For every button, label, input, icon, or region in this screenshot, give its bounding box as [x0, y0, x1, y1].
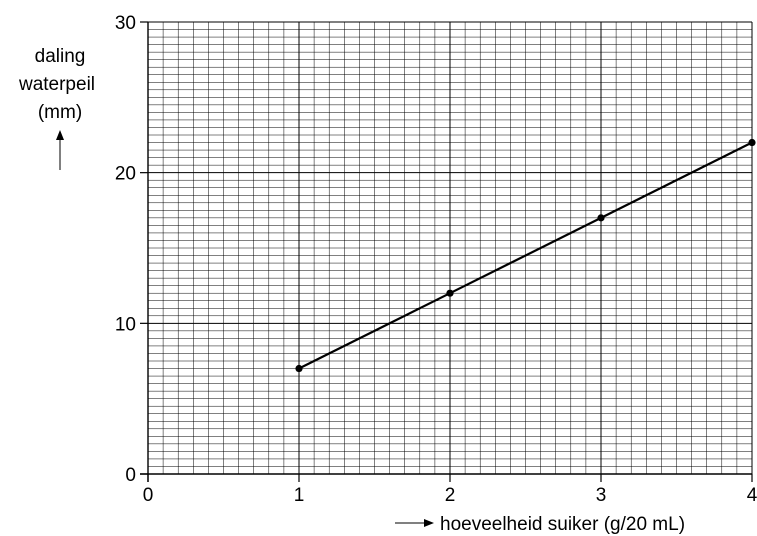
series-line — [298, 141, 753, 370]
x-tick-label: 0 — [143, 485, 154, 506]
x-tick-label: 2 — [445, 485, 456, 506]
axes — [140, 21, 753, 482]
x-axis-title: hoeveelheid suiker (g/20 mL) — [440, 514, 685, 535]
y-tick-label: 30 — [115, 13, 136, 34]
grid — [147, 21, 753, 475]
y-axis-title-line-2: waterpeil — [18, 74, 95, 95]
y-axis-title-line-1: daling — [35, 46, 86, 67]
tick-labels: 0 1 2 3 4 0 10 20 30 — [115, 13, 757, 506]
data-point — [295, 364, 303, 373]
x-tick-label: 4 — [747, 485, 757, 506]
y-axis-title-arrow — [56, 130, 64, 170]
data-point — [597, 214, 605, 222]
y-tick-label: 10 — [115, 314, 136, 335]
x-tick-label: 3 — [596, 485, 607, 506]
x-tick-label: 1 — [294, 485, 305, 506]
data-series — [295, 138, 756, 373]
y-tick-label: 0 — [125, 465, 136, 486]
y-axis-title-line-3: (mm) — [38, 102, 82, 123]
x-axis-title-arrow — [395, 519, 434, 527]
y-tick-label: 20 — [115, 164, 136, 185]
data-point — [748, 138, 756, 147]
data-point — [446, 289, 454, 297]
